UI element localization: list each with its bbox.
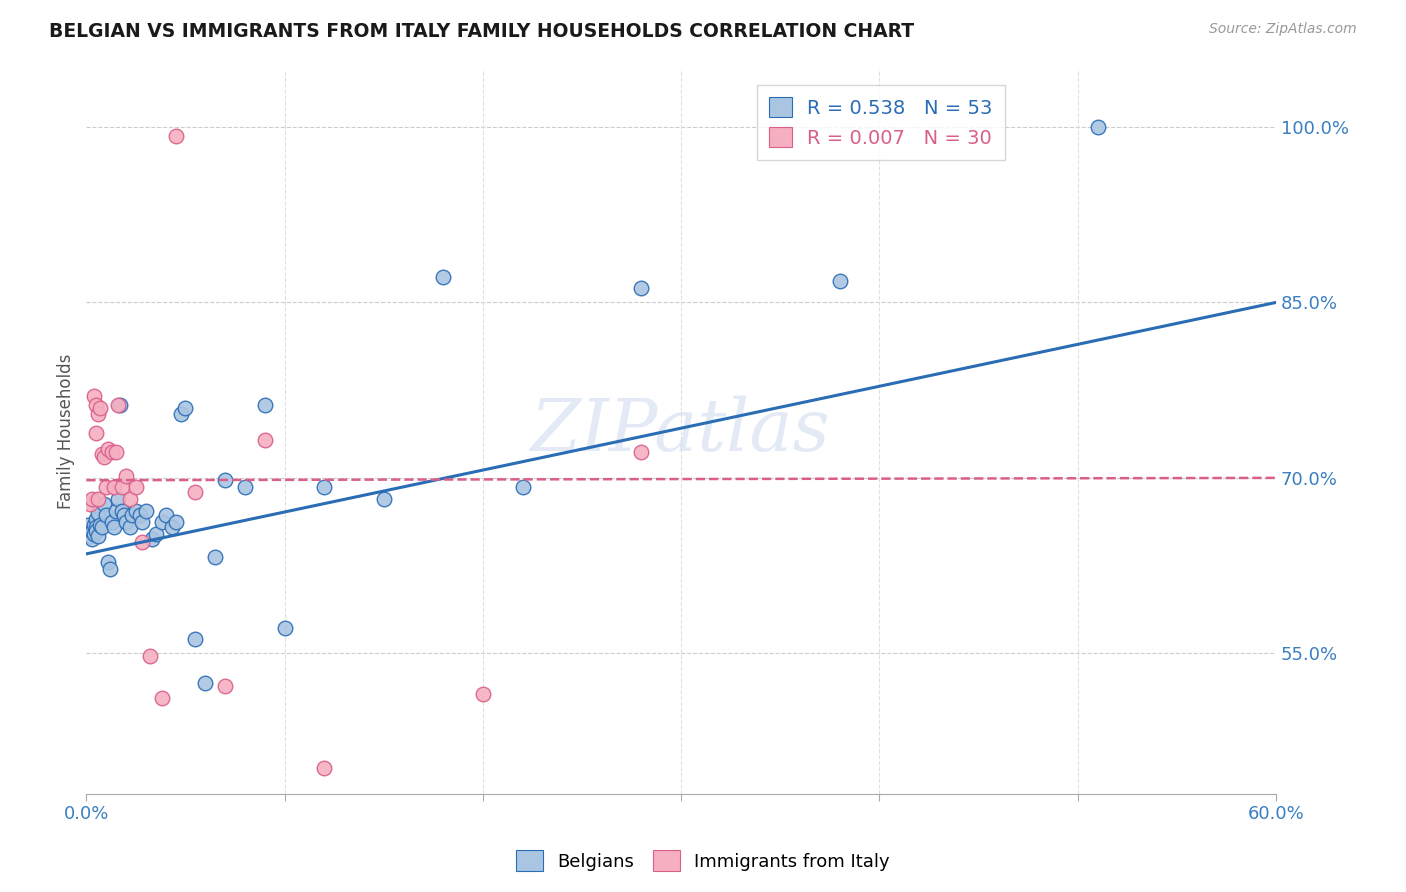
Point (115, 468, 138, 483)
Point (84, 398, 107, 412)
Point (87, 529, 110, 543)
Point (108, 398, 131, 412)
Point (233, 480, 256, 494)
Point (214, 679, 236, 693)
Point (89, 517, 111, 532)
Point (135, 503, 157, 517)
Point (84, 520, 107, 534)
Point (103, 520, 125, 534)
Point (82, 524, 104, 538)
Point (131, 535, 153, 549)
Point (84, 524, 107, 538)
Point (630, 445, 652, 459)
Point (93, 450, 115, 464)
Legend: R = 0.538   N = 53, R = 0.007   N = 30: R = 0.538 N = 53, R = 0.007 N = 30 (756, 86, 1004, 160)
Point (97, 555, 120, 569)
Point (128, 508, 150, 523)
Point (98, 562, 121, 576)
Point (160, 520, 183, 534)
Point (131, 516, 153, 530)
Point (93, 497, 115, 511)
Point (118, 520, 141, 534)
Point (87, 407, 110, 421)
Point (314, 761, 336, 775)
Y-axis label: Family Households: Family Households (58, 353, 75, 508)
Point (314, 480, 336, 494)
Point (165, 129, 187, 144)
Point (87, 491, 110, 506)
Point (204, 550, 226, 565)
Point (84, 426, 107, 441)
Point (89, 401, 111, 415)
Legend: Belgians, Immigrants from Italy: Belgians, Immigrants from Italy (509, 843, 897, 879)
Point (1087, 120, 1109, 134)
Point (79, 529, 101, 543)
Point (87, 506, 110, 520)
Point (97, 442, 120, 456)
Point (115, 516, 138, 530)
Point (107, 398, 129, 412)
Point (141, 532, 163, 546)
Point (77, 517, 100, 532)
Point (214, 473, 236, 487)
Point (83, 517, 105, 532)
Point (91, 448, 114, 462)
Point (83, 527, 105, 541)
Point (107, 491, 129, 506)
Point (111, 503, 134, 517)
Point (165, 516, 187, 530)
Point (373, 491, 395, 506)
Point (101, 516, 124, 530)
Point (194, 675, 217, 690)
Point (253, 398, 276, 412)
Text: BELGIAN VS IMMIGRANTS FROM ITALY FAMILY HOUSEHOLDS CORRELATION CHART: BELGIAN VS IMMIGRANTS FROM ITALY FAMILY … (49, 22, 914, 41)
Point (125, 503, 148, 517)
Point (139, 648, 162, 663)
Point (105, 503, 128, 517)
Point (111, 480, 134, 494)
Point (630, 281, 652, 295)
Point (184, 632, 207, 647)
Point (145, 527, 167, 541)
Point (471, 687, 494, 701)
Point (82, 532, 104, 546)
Point (828, 274, 851, 288)
Point (184, 484, 207, 499)
Point (512, 480, 534, 494)
Point (155, 508, 177, 523)
Point (174, 401, 197, 415)
Point (150, 516, 173, 530)
Point (125, 480, 148, 494)
Point (84, 512, 107, 526)
Point (432, 269, 454, 284)
Text: Source: ZipAtlas.com: Source: ZipAtlas.com (1209, 22, 1357, 37)
Point (112, 508, 135, 523)
Point (79, 497, 101, 511)
Point (118, 491, 141, 506)
Point (82, 491, 104, 506)
Point (105, 445, 128, 459)
Point (83, 389, 105, 403)
Point (101, 445, 124, 459)
Point (94, 508, 117, 523)
Point (170, 407, 193, 421)
Point (253, 434, 276, 448)
Point (121, 508, 143, 523)
Point (94, 480, 117, 494)
Text: ZIPatlas: ZIPatlas (531, 396, 831, 467)
Point (273, 621, 295, 635)
Point (103, 480, 125, 494)
Point (150, 690, 173, 705)
Point (91, 520, 114, 534)
